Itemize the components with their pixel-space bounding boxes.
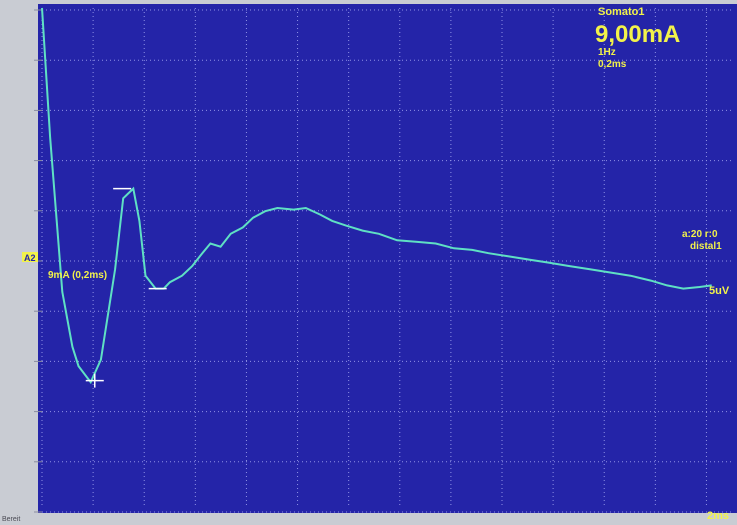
rate-label: 1Hz: [598, 47, 616, 58]
left-scale-strip: [0, 0, 40, 525]
mode-label: Somato1: [598, 6, 644, 18]
channel-tag[interactable]: A2: [24, 253, 36, 263]
sep-waveform-trace: [41, 7, 712, 385]
sensitivity-label: 5uV: [709, 285, 730, 297]
grid: [41, 8, 732, 513]
plot-area: [38, 4, 737, 513]
duration-label: 0,2ms: [598, 59, 627, 70]
site-label: distal1: [690, 241, 722, 252]
averages-readout: a:20 r:0: [682, 229, 718, 240]
status-text: Bereit: [2, 516, 20, 523]
channel-tag-box[interactable]: [22, 252, 38, 262]
intensity-readout: 9,00mA: [595, 21, 680, 48]
latency-markers: [85, 187, 167, 388]
channel-label: 9mA (0,2ms): [48, 270, 107, 281]
timebase-label: 2ms: [707, 510, 729, 522]
